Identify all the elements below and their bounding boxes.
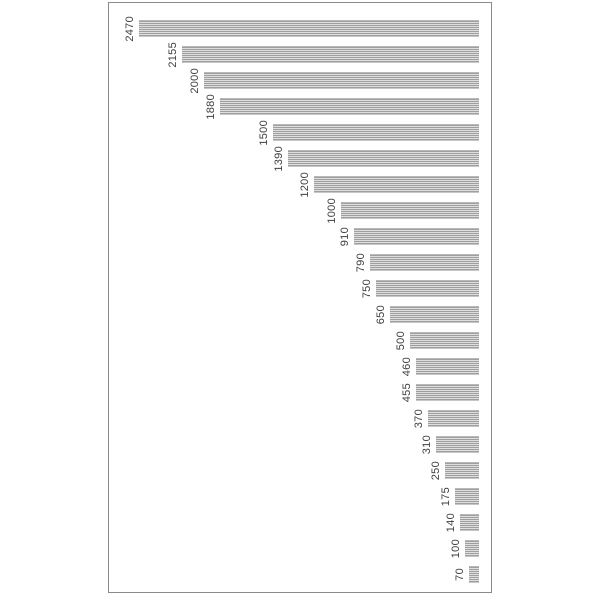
bar [341,202,479,219]
bar [469,566,479,583]
bar-row: 310 [109,432,479,457]
bar-value-label: 790 [355,252,367,273]
bar [445,462,479,479]
bar [465,540,479,557]
bar-row: 1000 [109,198,479,223]
bar-row: 455 [109,380,479,405]
bar-row: 500 [109,328,479,353]
bar-row: 2000 [109,68,479,93]
bar-value-label: 460 [401,356,413,377]
bar-value-label: 500 [395,330,407,351]
bar [460,514,479,531]
bar-value-label: 2000 [189,67,201,94]
bar-row: 1200 [109,172,479,197]
bar-value-label: 100 [450,538,462,559]
bar [376,280,479,297]
bar-row: 370 [109,406,479,431]
bar-row: 175 [109,484,479,509]
bar-row: 2155 [109,42,479,67]
bar [370,254,479,271]
bar [416,384,479,401]
bar-row: 140 [109,510,479,535]
bar-value-label: 310 [421,434,433,455]
bar [416,358,479,375]
bar-row: 910 [109,224,479,249]
bar [182,46,479,63]
bar-row: 250 [109,458,479,483]
bar [273,124,479,141]
bar-row: 1500 [109,120,479,145]
bar-row: 790 [109,250,479,275]
bar-value-label: 455 [401,382,413,403]
bar-row: 2470 [109,16,479,41]
bar-row: 100 [109,536,479,561]
bar-value-label: 70 [454,568,466,581]
bar-row: 70 [109,562,479,587]
bar [288,150,479,167]
bar-value-label: 910 [339,226,351,247]
bar-row: 650 [109,302,479,327]
bar [428,410,479,427]
bar-value-label: 250 [430,460,442,481]
bar-row: 1880 [109,94,479,119]
bar-value-label: 370 [413,408,425,429]
bar [314,176,479,193]
bar-value-label: 1200 [299,171,311,198]
bar [139,20,479,37]
bar [390,306,479,323]
bar [220,98,479,115]
bar-value-label: 750 [361,278,373,299]
bar-value-label: 2155 [167,41,179,68]
bar-value-label: 650 [375,304,387,325]
bar-row: 460 [109,354,479,379]
bar [410,332,479,349]
bar [436,436,479,453]
bar-value-label: 1500 [258,119,270,146]
bar [204,72,479,89]
bar-row: 750 [109,276,479,301]
chart-frame: 2470 2155 2000 1880 1500 1390 1200 1000 910 790 75… [108,2,492,593]
bar-value-label: 1880 [205,93,217,120]
bar [354,228,479,245]
bar-value-label: 175 [440,486,452,507]
bar-value-label: 1000 [326,197,338,224]
bar [455,488,479,505]
bar-value-label: 2470 [124,15,136,42]
bar-row: 1390 [109,146,479,171]
bar-value-label: 1390 [273,145,285,172]
bar-value-label: 140 [445,512,457,533]
